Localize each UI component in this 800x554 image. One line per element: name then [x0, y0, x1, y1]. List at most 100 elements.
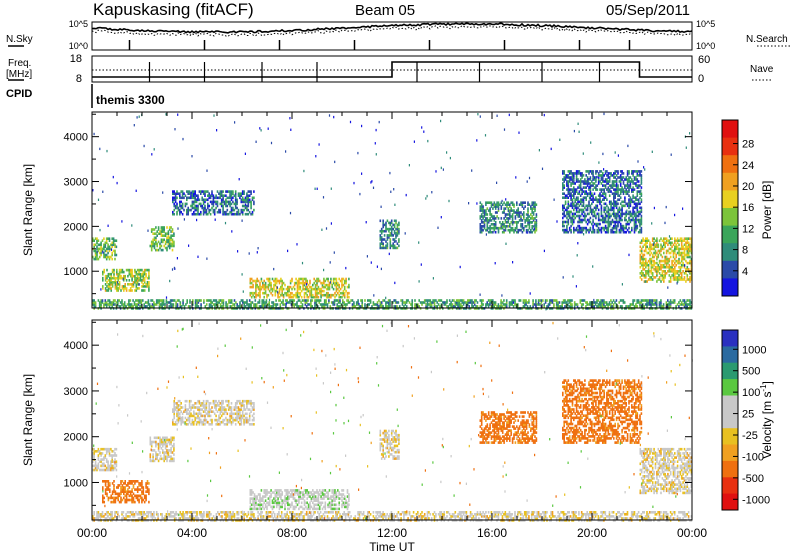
power-cell-r5: [540, 301, 543, 304]
power-cell-r8: [570, 230, 572, 234]
power-cell-r8: [640, 230, 643, 234]
power-cell-r5: [579, 301, 582, 304]
power-cell-r3: [202, 198, 205, 202]
power-cell-r9: [643, 249, 646, 253]
power-sparse-cell: [614, 151, 616, 154]
power-cell-r7: [527, 211, 529, 214]
power-cell-r6: [390, 221, 393, 225]
power-sparse-cell: [165, 113, 167, 116]
power-sparse-cell: [477, 113, 479, 116]
power-cell-r3: [220, 200, 223, 204]
power-cell-r9: [649, 259, 651, 263]
power-cell-r8: [631, 212, 633, 216]
power-cell-r8: [608, 178, 611, 181]
power-cell-r8: [628, 194, 630, 197]
power-cell-r5: [561, 303, 563, 306]
power-cell-r8: [571, 190, 574, 193]
power-cell-r3: [197, 212, 199, 216]
power-cell-r1: [106, 285, 108, 288]
power-cell-r7: [486, 207, 489, 210]
power-cell-r5: [564, 299, 566, 302]
power-cell-r8: [593, 182, 596, 185]
power-cell-r6: [386, 238, 389, 241]
power-cell-r5: [151, 303, 154, 306]
power-cell-r5: [433, 303, 436, 306]
power-cell-r5: [387, 305, 390, 308]
power-cell-r5: [660, 305, 662, 308]
power-cell-r8: [566, 216, 568, 220]
power-cell-r9: [660, 249, 662, 253]
power-cell-r1: [131, 274, 133, 278]
power-cell-r4: [263, 285, 265, 289]
power-cell-r5: [432, 301, 434, 304]
power-cell-r8: [603, 180, 605, 183]
power-cell-r5: [104, 303, 107, 306]
power-cell-r9: [664, 272, 666, 275]
power-cell-r5: [583, 299, 586, 302]
power-cell-r4: [327, 283, 329, 287]
power-cell-r9: [645, 257, 647, 261]
power-cell-r3: [180, 190, 182, 193]
power-cell-r8: [578, 204, 581, 208]
power-cell-r4: [295, 291, 297, 295]
power-cell-r1: [106, 268, 108, 272]
power-cell-r5: [669, 299, 672, 302]
power-cell-r5: [523, 303, 526, 306]
power-cell-r8: [575, 208, 578, 212]
power-cell-r1: [143, 268, 146, 272]
power-cell-r8: [615, 216, 618, 220]
power-cell-r5: [364, 305, 366, 308]
power-cell-r7: [483, 219, 486, 222]
power-sparse-cell: [242, 290, 244, 293]
power-cell-r9: [674, 272, 676, 275]
velocity-cell-r1: [121, 488, 124, 491]
power-cell-r5: [290, 303, 293, 306]
power-cell-r3: [247, 202, 250, 206]
power-cell-r5: [322, 303, 325, 306]
power-cell-r9: [679, 272, 682, 275]
power-cell-r5: [247, 305, 250, 308]
power-cell-r5: [160, 303, 162, 306]
power-cell-r7: [482, 228, 484, 232]
power-cell-r5: [426, 301, 429, 304]
power-cell-r9: [664, 265, 666, 269]
power-cell-r8: [599, 188, 601, 191]
power-cell-r5: [147, 299, 150, 302]
power-cell-r9: [679, 270, 682, 273]
power-cell-r9: [661, 274, 664, 277]
power-cell-r9: [668, 251, 671, 255]
power-cell-r4: [274, 281, 277, 285]
power-cell-r8: [626, 178, 629, 181]
power-cell-r3: [183, 208, 185, 212]
power-sparse-cell: [191, 155, 193, 158]
power-cell-r7: [521, 230, 524, 234]
power-cell-r3: [195, 204, 198, 208]
power-cell-r3: [233, 202, 236, 206]
velocity-cell-r0: [97, 466, 100, 470]
power-cell-r1: [142, 289, 145, 292]
power-cell-r4: [282, 295, 285, 299]
power-cell-r8: [579, 218, 582, 222]
power-cell-r9: [661, 276, 664, 279]
power-cell-r9: [650, 251, 653, 255]
power-cell-r8: [628, 202, 630, 206]
power-cell-r3: [239, 212, 241, 216]
power-cell-r5: [458, 301, 461, 304]
power-cell-r7: [497, 217, 500, 220]
power-sparse-cell: [668, 235, 671, 238]
power-cell-r5: [185, 303, 187, 306]
power-cell-r3: [216, 210, 219, 214]
power-cell-r2: [167, 242, 170, 246]
velocity-cell-r1: [107, 486, 110, 489]
power-cell-r1: [148, 285, 150, 288]
power-cell-r4: [249, 277, 252, 281]
velocity-cell-r0: [92, 468, 94, 472]
power-cell-r8: [625, 230, 627, 234]
velocity-cell-r0: [100, 454, 102, 457]
power-cell-r5: [155, 301, 158, 304]
power-cell-r9: [645, 276, 647, 279]
power-cell-r3: [232, 206, 234, 210]
power-cell-r8: [628, 222, 630, 226]
power-cell-r9: [640, 270, 643, 273]
power-cell-r8: [571, 188, 574, 191]
